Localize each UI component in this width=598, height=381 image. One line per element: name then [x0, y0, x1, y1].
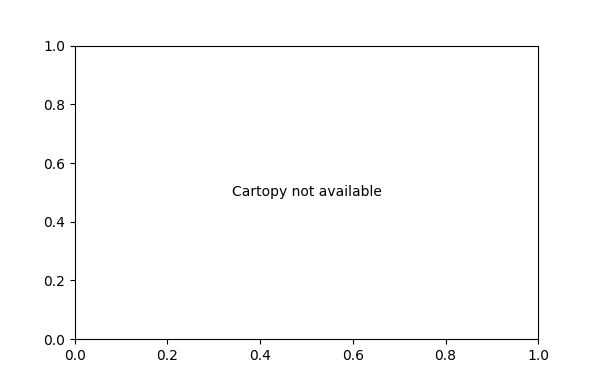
Text: Cartopy not available: Cartopy not available — [231, 186, 382, 199]
